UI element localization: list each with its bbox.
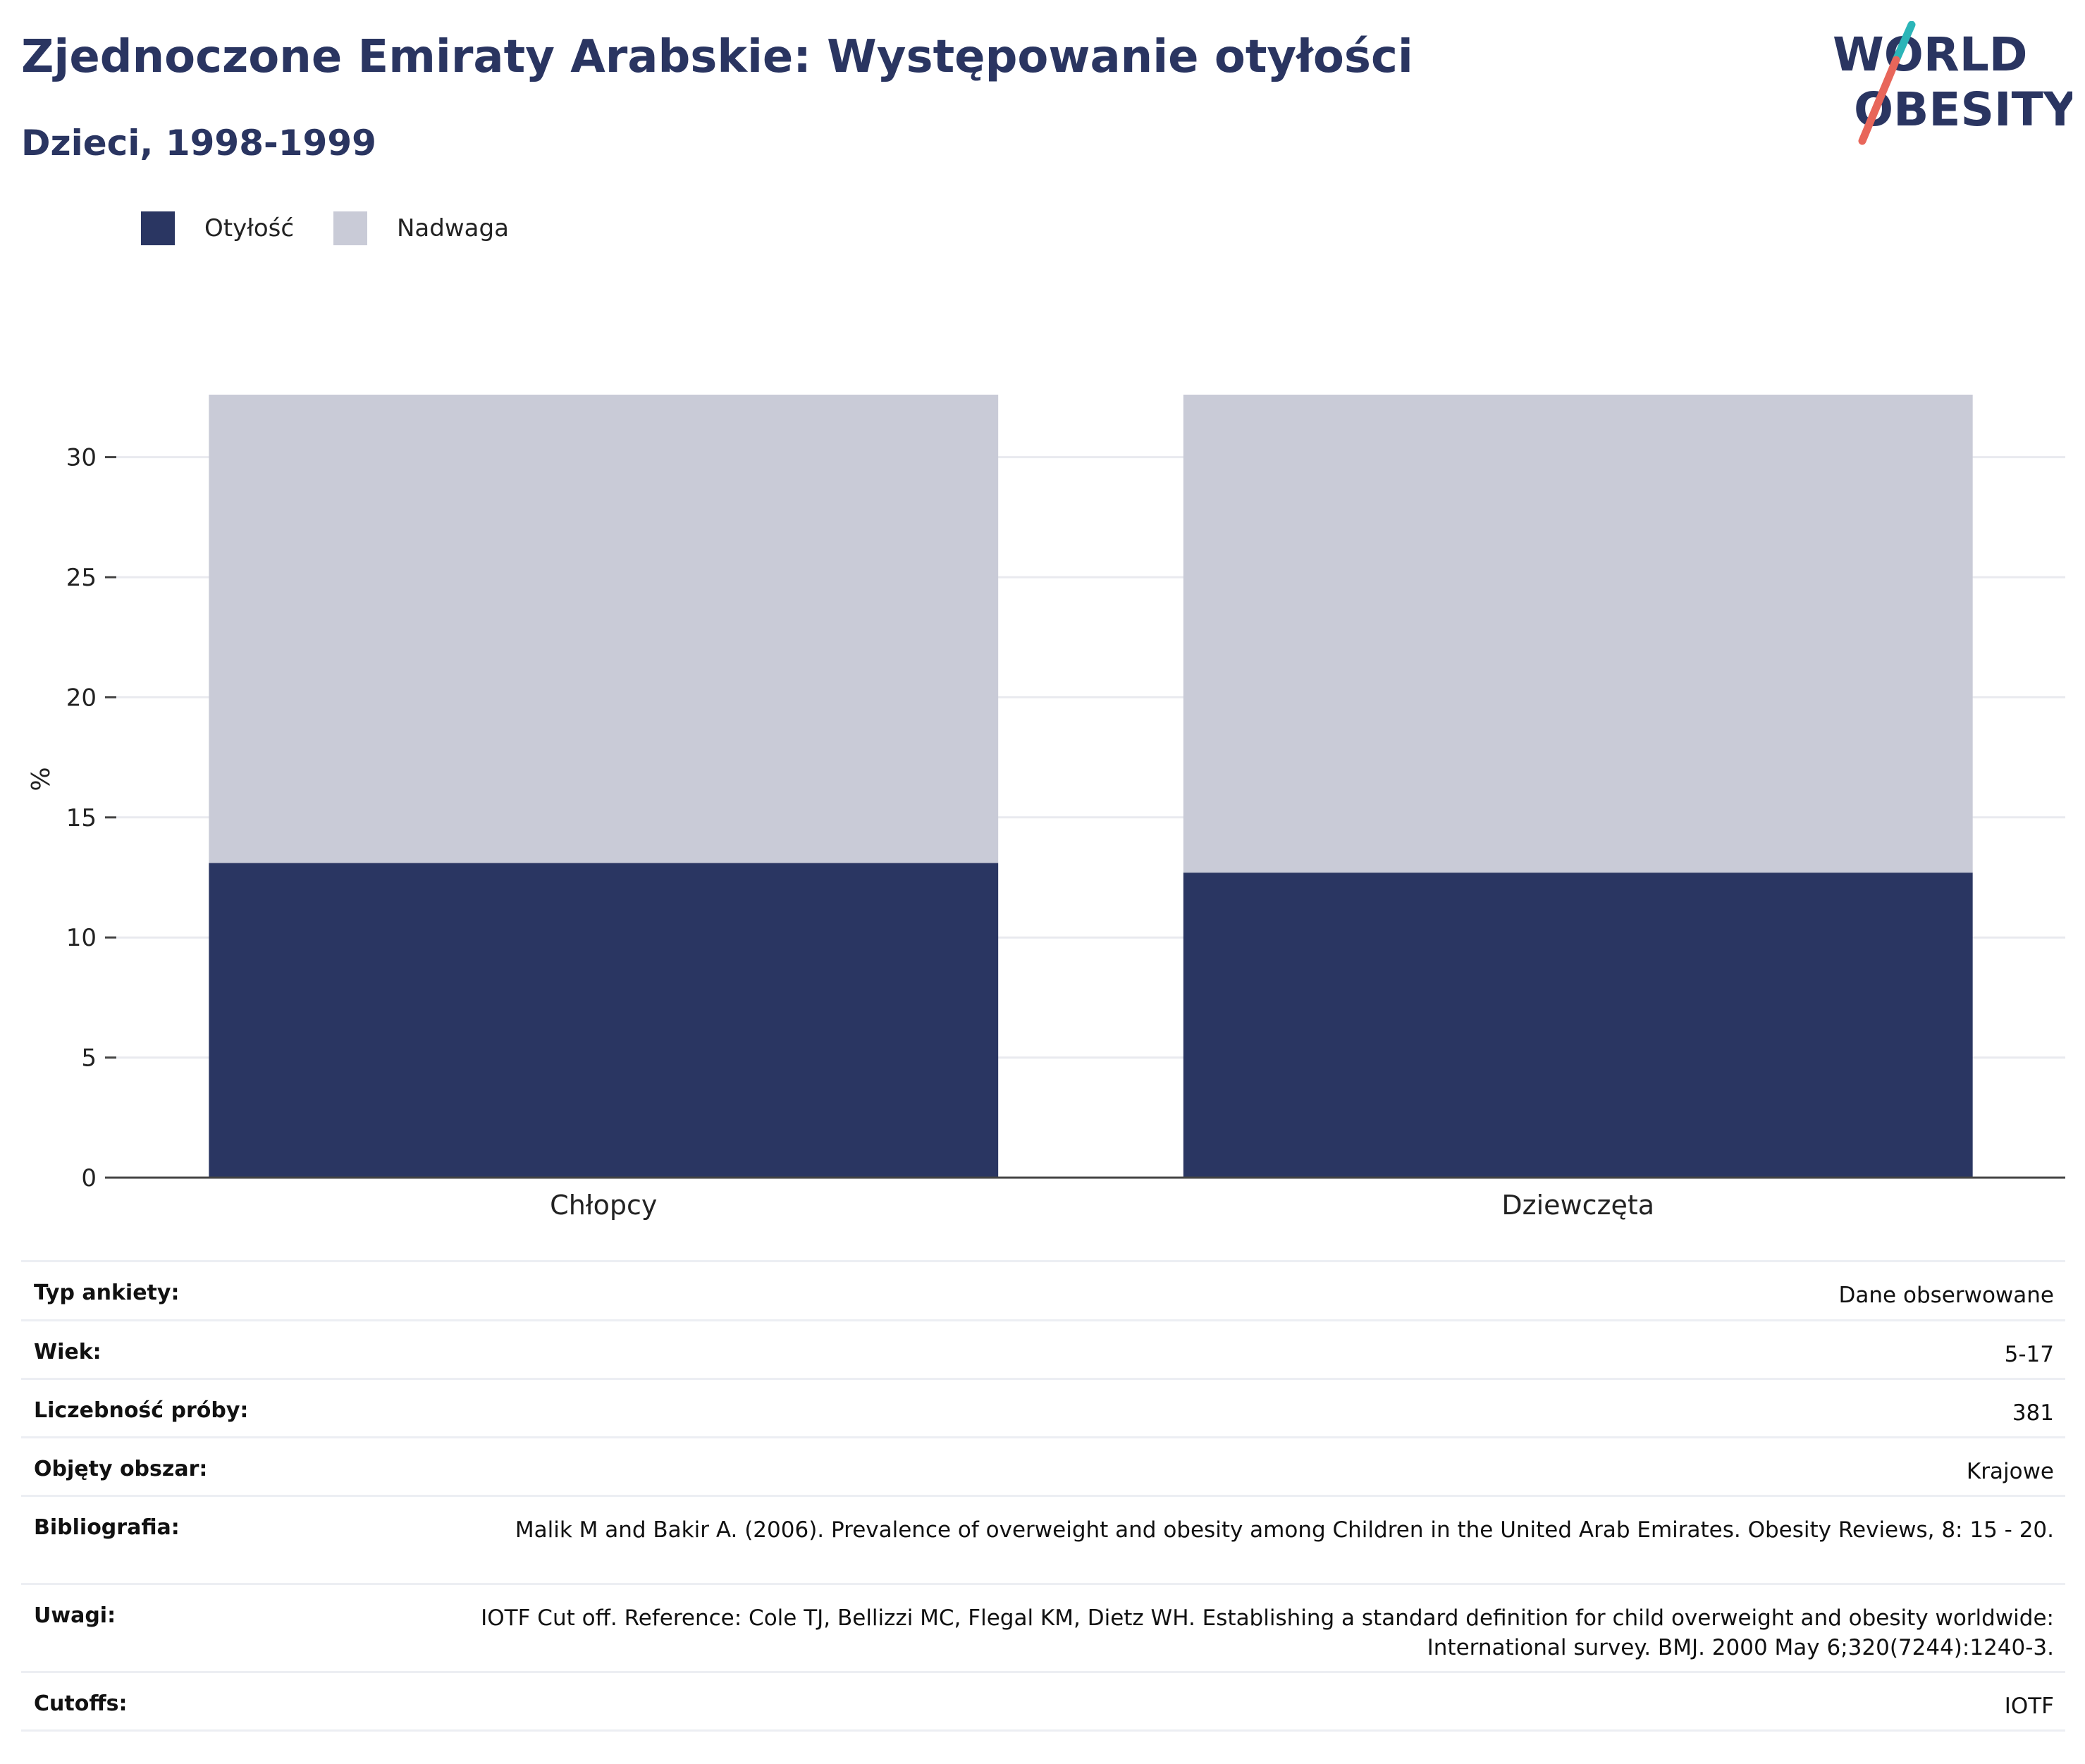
bar-obesity: [209, 863, 999, 1178]
meta-key: Bibliografia:: [34, 1515, 180, 1540]
chart-title: Zjednoczone Emiraty Arabskie: Występowan…: [21, 31, 1413, 83]
chart-subtitle: Dzieci, 1998-1999: [21, 123, 376, 164]
legend-label-overweight: Nadwaga: [397, 214, 509, 242]
logo-text-world: WORLD: [1833, 27, 2028, 82]
meta-value: Dane obserwowane: [1838, 1283, 2054, 1308]
meta-key: Uwagi:: [34, 1603, 116, 1628]
logo-slash-top: [1892, 21, 1916, 64]
meta-key: Wiek:: [34, 1340, 102, 1364]
meta-value: IOTF Cut off. Reference: Cole TJ, Belliz…: [481, 1605, 2054, 1660]
meta-row-notes: Uwagi: IOTF Cut off. Reference: Cole TJ,…: [21, 1583, 2065, 1671]
world-obesity-logo: WORLD OBESITY: [1833, 21, 2072, 145]
y-axis-label: %: [27, 767, 56, 791]
meta-row-sample-size: Liczebność próby: 381: [21, 1378, 2065, 1436]
meta-value: 5-17: [2004, 1342, 2054, 1367]
bar-obesity: [1183, 872, 1973, 1178]
meta-value: 381: [2012, 1400, 2054, 1426]
bar-overweight: [1183, 395, 1973, 873]
legend-label-obesity: Otyłość: [204, 214, 295, 242]
meta-value: Krajowe: [1966, 1459, 2054, 1484]
bar-overweight: [209, 395, 999, 863]
meta-key: Liczebność próby:: [34, 1398, 249, 1423]
meta-row-cutoffs: Cutoffs: IOTF: [21, 1671, 2065, 1732]
legend-swatch-overweight: [333, 211, 367, 245]
meta-key: Cutoffs:: [34, 1691, 128, 1716]
legend-swatch-obesity: [141, 211, 175, 245]
y-tick-label: 15: [66, 804, 97, 832]
y-tick-label: 5: [81, 1044, 97, 1073]
x-tick-label: Dziewczęta: [1501, 1190, 1654, 1221]
y-tick-label: 20: [66, 684, 97, 712]
x-tick-label: Chłopcy: [550, 1190, 657, 1221]
y-tick-label: 25: [66, 564, 97, 592]
y-tick-label: 0: [81, 1164, 97, 1192]
y-tick-label: 10: [66, 924, 97, 952]
meta-row-survey-type: Typ ankiety: Dane obserwowane: [21, 1260, 2065, 1319]
meta-row-area-covered: Objęty obszar: Krajowe: [21, 1436, 2065, 1495]
logo-slash-bottom: [1858, 56, 1900, 145]
stacked-bar-chart: 0 5 10 15 20 25 30% Chłopcy Dziewczęta: [27, 395, 2065, 1221]
meta-value: IOTF: [2004, 1694, 2054, 1719]
y-tick-label: 30: [66, 444, 97, 472]
meta-row-age: Wiek: 5-17: [21, 1319, 2065, 1378]
metadata-table: Typ ankiety: Dane obserwowane Wiek: 5-17…: [21, 1260, 2065, 1732]
meta-value: Malik M and Bakir A. (2006). Prevalence …: [515, 1517, 2054, 1543]
logo-text-obesity: OBESITY: [1854, 82, 2072, 137]
meta-key: Typ ankiety:: [34, 1281, 180, 1305]
meta-key: Objęty obszar:: [34, 1457, 208, 1481]
meta-row-bibliography: Bibliografia: Malik M and Bakir A. (2006…: [21, 1495, 2065, 1583]
